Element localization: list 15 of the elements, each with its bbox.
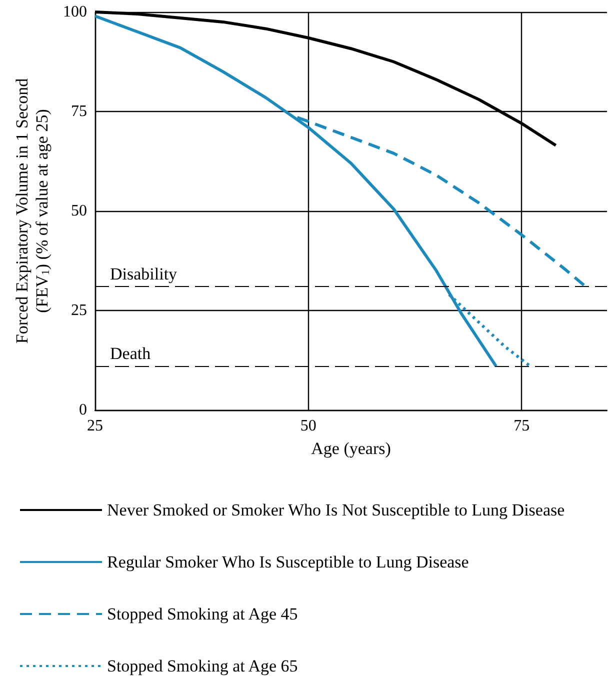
y-tick-label: 0 bbox=[79, 402, 87, 418]
x-tick-label: 75 bbox=[514, 418, 530, 434]
legend-label: Stopped Smoking at Age 65 bbox=[107, 656, 298, 676]
ref-line-label: Disability bbox=[110, 264, 178, 284]
x-axis-title: Age (years) bbox=[311, 439, 391, 458]
x-tick-label: 25 bbox=[87, 418, 103, 434]
y-tick-label: 50 bbox=[71, 202, 87, 220]
x-tick-label: 50 bbox=[300, 418, 316, 434]
y-tick-label: 100 bbox=[63, 4, 87, 20]
legend-label: Regular Smoker Who Is Susceptible to Lung Disease bbox=[107, 552, 469, 572]
y-tick-label: 75 bbox=[71, 103, 87, 120]
ref-line-label: Death bbox=[110, 344, 152, 364]
legend-label: Never Smoked or Smoker Who Is Not Susceptible to Lung Disease bbox=[107, 500, 565, 520]
y-tick-label: 25 bbox=[71, 302, 87, 319]
legend-label: Stopped Smoking at Age 45 bbox=[107, 604, 298, 624]
